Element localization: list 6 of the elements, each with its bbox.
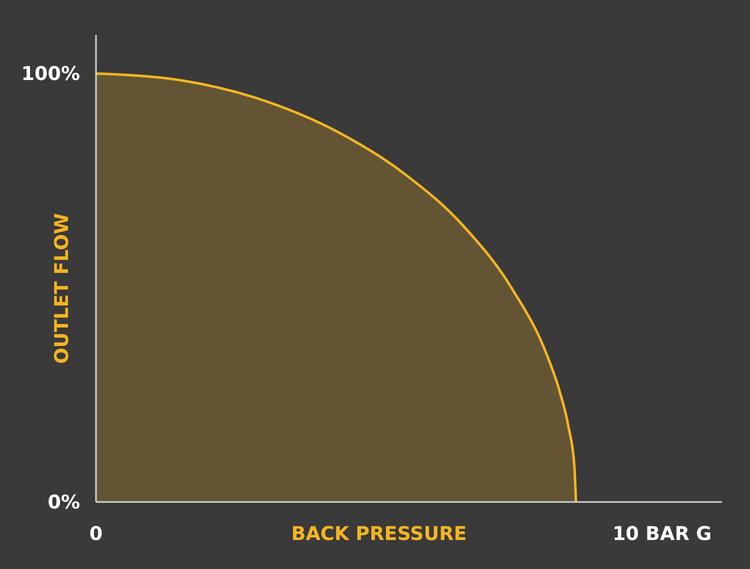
y-tick-label: 0% [48,492,80,514]
y-tick-label: 100% [21,63,80,86]
x-tick-label: 0 [89,523,103,545]
x-axis-title: BACK PRESSURE [291,523,467,545]
x-tick-label: 10 BAR G [612,523,712,545]
y-axis-title: OUTLET FLOW [51,213,73,364]
